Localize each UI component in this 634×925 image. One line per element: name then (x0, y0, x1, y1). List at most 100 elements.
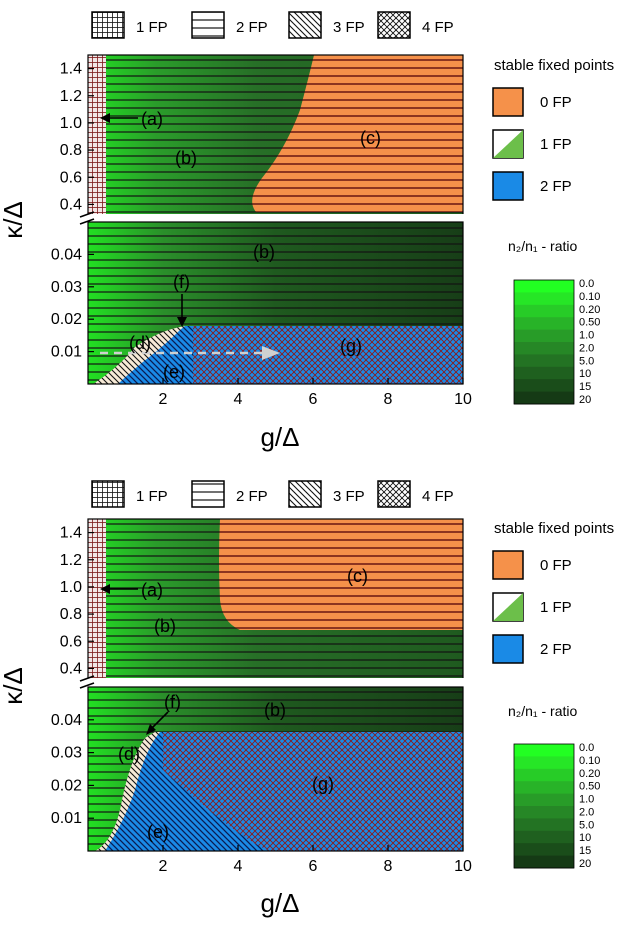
grid-pattern-swatch (91, 11, 125, 39)
pattern-legend-item-crosshatch: 4 FP (377, 480, 454, 508)
colorbar-title: n₂/n₁ - ratio (508, 703, 578, 719)
colorbar-band (514, 768, 574, 782)
colorbar-band (514, 843, 574, 857)
arrowhead-f (177, 317, 187, 327)
arrowhead-f (146, 724, 156, 735)
region-g-crosshatch (193, 326, 463, 384)
fill-legend-2: stable fixed points 0 FP 1 FP 2 FP (492, 520, 614, 664)
colorbar-band (514, 329, 574, 343)
region-c-hatching (252, 55, 463, 212)
lower-panel-frame (87, 221, 464, 385)
x-tick-label: 8 (384, 858, 393, 875)
region-label: (a) (141, 580, 163, 600)
colorbar-band (514, 280, 574, 293)
y-tick-label: 0.02 (51, 777, 82, 794)
arrowhead-a (100, 113, 110, 123)
blue-swatch (492, 634, 524, 664)
pattern-legend-item-crosshatch: 4 FP (377, 11, 454, 39)
fill-legend-title: stable fixed points (494, 520, 614, 537)
region-label: (f) (173, 272, 190, 292)
colorbar-band (514, 366, 574, 380)
y-tick-label: 0.6 (60, 633, 82, 650)
x-tick-label: 4 (234, 391, 243, 408)
plot-1-upper-panel (87, 54, 464, 219)
ticks-2: 2 4 6 8 10 0.4 0.6 0.8 1.0 1.2 1.4 0.01 0.02 0.03 0.04 (51, 525, 472, 875)
region-label: (f) (164, 692, 181, 712)
diagonal-pattern-swatch (288, 11, 322, 39)
blue-swatch (492, 171, 524, 201)
arrowhead-a (100, 584, 110, 594)
dashed-path-arrowhead (262, 346, 280, 360)
ticks-1: 2 4 6 8 10 0.4 0.6 0.8 1.0 1.2 1.4 0.01 0.02 0.03 0.04 (51, 61, 472, 408)
axis-break-gap (80, 678, 470, 686)
pattern-legend-label: 2 FP (236, 19, 268, 36)
colorbar-tick-label: 2.0 (579, 806, 594, 818)
diagonal-pattern-swatch (288, 480, 322, 508)
y-tick-label: 0.4 (60, 196, 82, 213)
plot-1-lower-panel (87, 221, 464, 385)
y-tick-label: 1.4 (60, 61, 82, 78)
lower-panel-frame (87, 686, 464, 852)
pattern-legend-item-grid: 1 FP (91, 480, 168, 508)
pattern-legend-2: 1 FP 2 FP 3 FP 4 FP (91, 480, 454, 508)
colorbar-tick-label: 20 (579, 394, 591, 406)
region-c-hatching (219, 519, 463, 630)
y-tick-label: 0.01 (51, 810, 82, 827)
fill-legend-label: 2 FP (540, 641, 572, 658)
region-label: (a) (141, 109, 163, 129)
colorbar-tick-label: 1.0 (579, 330, 594, 342)
pattern-legend-label: 4 FP (422, 488, 454, 505)
colorbar-title: n₂/n₁ - ratio (508, 238, 578, 254)
pattern-legend-label: 1 FP (136, 19, 168, 36)
region-g-crosshatch (163, 732, 463, 851)
y-tick-label: 0.04 (51, 246, 82, 263)
green-triangle (493, 593, 523, 621)
colorbar-tick-label: 1.0 (579, 794, 594, 806)
y-tick-label: 0.03 (51, 745, 82, 762)
fill-legend-label: 1 FP (540, 599, 572, 616)
region-label: (c) (347, 566, 368, 586)
y-tick-label: 1.2 (60, 88, 82, 105)
x-tick-label: 10 (454, 391, 472, 408)
colorbar-band (514, 354, 574, 368)
x-tick-label: 10 (454, 858, 472, 875)
y-tick-label: 0.04 (51, 712, 82, 729)
colorbar-tick-label: 5.0 (579, 819, 594, 831)
pattern-legend-label: 1 FP (136, 488, 168, 505)
colorbar-tick-label: 0.0 (579, 742, 594, 754)
y-tick-label: 0.01 (51, 344, 82, 361)
pattern-legend-label: 3 FP (333, 488, 365, 505)
region-label: (b) (253, 242, 275, 262)
colorbar-band (514, 818, 574, 832)
colorbar-band (514, 806, 574, 819)
colorbar-band (514, 342, 574, 355)
fill-legend-label: 0 FP (540, 94, 572, 111)
region-e-hatching (118, 326, 193, 384)
pattern-legend-1: 1 FP 2 FP 3 FP 4 FP (91, 11, 454, 39)
colorbar-tick-label: 15 (579, 381, 591, 393)
colorbar-frame (513, 743, 575, 869)
orange-swatch (492, 550, 524, 580)
pattern-legend-item-horizontal: 2 FP (191, 11, 268, 39)
green-triangle (493, 130, 523, 158)
crosshatch-pattern-swatch (377, 480, 411, 508)
colorbar-band (514, 292, 574, 306)
x-axis-label: g/Δ (260, 888, 299, 918)
colorbar-tick-label: 10 (579, 832, 591, 844)
fill-legend-1: stable fixed points 0 FP 1 FP 2 FP (492, 57, 614, 201)
x-tick-label: 2 (159, 858, 168, 875)
axis-break-marks-1 (79, 211, 95, 225)
orange-swatch (492, 87, 524, 117)
x-tick-label: 2 (159, 391, 168, 408)
colorbar-2: n₂/n₁ - ratio 0.00.100.200.501.02.05.010… (508, 703, 600, 870)
region-label: (d) (118, 744, 140, 764)
region-a-grid (88, 55, 106, 218)
pattern-legend-item-diagonal: 3 FP (288, 11, 365, 39)
colorbar-tick-label: 0.20 (579, 768, 600, 780)
colorbar-tick-label: 5.0 (579, 355, 594, 367)
colorbar-band (514, 830, 574, 844)
pattern-legend-item-grid: 1 FP (91, 11, 168, 39)
colorbar-tick-label: 0.10 (579, 755, 600, 767)
